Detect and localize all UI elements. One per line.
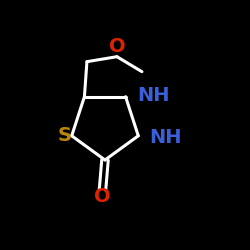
Text: S: S bbox=[57, 126, 71, 145]
Text: O: O bbox=[94, 187, 111, 206]
Text: NH: NH bbox=[137, 86, 169, 105]
Text: NH: NH bbox=[150, 128, 182, 146]
Text: O: O bbox=[108, 37, 125, 56]
